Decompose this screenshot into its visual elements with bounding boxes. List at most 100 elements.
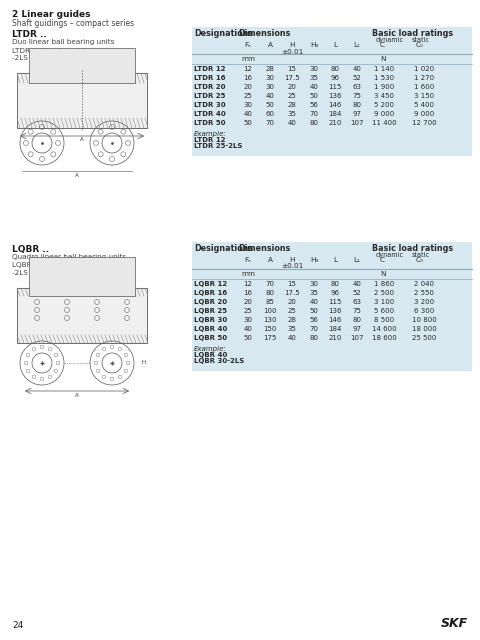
Text: LTDR 20: LTDR 20 <box>194 84 226 90</box>
Text: 20: 20 <box>288 299 297 305</box>
Text: 30: 30 <box>265 84 275 90</box>
Text: LTDR 40: LTDR 40 <box>194 111 226 117</box>
Text: -2LS with four seals: -2LS with four seals <box>12 55 83 61</box>
Text: mm: mm <box>241 271 255 277</box>
Text: static: static <box>412 252 430 258</box>
Text: LQBR 20: LQBR 20 <box>194 299 227 305</box>
Text: 25: 25 <box>244 93 252 99</box>
Text: 9 000: 9 000 <box>374 111 394 117</box>
Text: H₃: H₃ <box>310 42 318 48</box>
Text: LQBR (without seals): LQBR (without seals) <box>12 262 87 269</box>
Text: 2 040: 2 040 <box>414 281 434 287</box>
Text: 115: 115 <box>328 84 342 90</box>
Text: 40: 40 <box>265 93 275 99</box>
Text: 63: 63 <box>352 299 361 305</box>
Text: 150: 150 <box>264 326 276 332</box>
Text: LQBR 16: LQBR 16 <box>194 290 227 296</box>
Text: 3 150: 3 150 <box>414 93 434 99</box>
Text: 1 020: 1 020 <box>414 66 434 72</box>
Text: 80: 80 <box>331 281 339 287</box>
Text: A: A <box>267 257 273 263</box>
Text: 70: 70 <box>310 326 319 332</box>
Text: 97: 97 <box>352 326 361 332</box>
Text: LQBR 30-2LS: LQBR 30-2LS <box>194 358 244 365</box>
Text: 5 200: 5 200 <box>374 102 394 108</box>
Text: 1 860: 1 860 <box>374 281 394 287</box>
Text: 25: 25 <box>288 308 296 314</box>
Text: 1 270: 1 270 <box>414 75 434 81</box>
Text: static: static <box>412 37 430 43</box>
Text: 80: 80 <box>310 335 319 341</box>
Text: L₁: L₁ <box>354 42 360 48</box>
Text: 80: 80 <box>331 66 339 72</box>
Text: A: A <box>267 42 273 48</box>
Text: 40: 40 <box>288 335 297 341</box>
Text: 184: 184 <box>328 111 342 117</box>
Text: 1 600: 1 600 <box>414 84 434 90</box>
Text: 18 600: 18 600 <box>372 335 396 341</box>
Text: Duo linear ball bearing units: Duo linear ball bearing units <box>12 39 114 45</box>
Text: Dimensions: Dimensions <box>238 244 290 253</box>
Text: 30: 30 <box>243 102 252 108</box>
Text: 50: 50 <box>265 102 275 108</box>
Text: 115: 115 <box>328 299 342 305</box>
Text: Example:: Example: <box>194 131 227 137</box>
Text: 85: 85 <box>265 299 275 305</box>
Text: Fₑ: Fₑ <box>244 257 252 263</box>
Text: 2 550: 2 550 <box>414 290 434 296</box>
Text: 20: 20 <box>243 84 252 90</box>
Text: LTDR (without seals): LTDR (without seals) <box>12 47 85 54</box>
Text: LQBR 50: LQBR 50 <box>194 335 227 341</box>
Text: LTDR 50: LTDR 50 <box>194 120 226 126</box>
Text: C: C <box>380 42 384 48</box>
Text: 56: 56 <box>310 102 318 108</box>
Text: H
±0.01: H ±0.01 <box>281 257 303 269</box>
Text: 40: 40 <box>310 299 318 305</box>
Text: 30: 30 <box>310 281 319 287</box>
Text: 35: 35 <box>288 326 297 332</box>
Text: LTDR 12: LTDR 12 <box>194 137 226 143</box>
Text: 16: 16 <box>243 290 252 296</box>
Text: LTDR 30: LTDR 30 <box>194 102 226 108</box>
Text: LTDR ..: LTDR .. <box>12 30 47 39</box>
Text: 1 530: 1 530 <box>374 75 394 81</box>
Text: 11 400: 11 400 <box>372 120 396 126</box>
Text: 50: 50 <box>243 335 252 341</box>
Text: 35: 35 <box>288 111 297 117</box>
Text: 210: 210 <box>328 120 342 126</box>
Text: 28: 28 <box>288 317 297 323</box>
Text: dynamic: dynamic <box>376 252 404 258</box>
Text: 100: 100 <box>263 308 277 314</box>
Text: Basic load ratings: Basic load ratings <box>372 244 453 253</box>
Text: LQBR 40: LQBR 40 <box>194 326 228 332</box>
Text: 75: 75 <box>353 93 361 99</box>
Text: Basic load ratings: Basic load ratings <box>372 29 453 38</box>
Text: SKF: SKF <box>441 617 468 630</box>
Text: 18 000: 18 000 <box>412 326 436 332</box>
Text: LTDR 12: LTDR 12 <box>194 66 226 72</box>
Bar <box>192 242 472 371</box>
Text: 50: 50 <box>310 308 318 314</box>
Text: A: A <box>75 393 79 398</box>
Text: C₀: C₀ <box>416 42 424 48</box>
Text: 50: 50 <box>243 120 252 126</box>
Text: 5 400: 5 400 <box>414 102 434 108</box>
Text: 52: 52 <box>353 75 361 81</box>
Text: 35: 35 <box>310 75 318 81</box>
Text: LQBR 40: LQBR 40 <box>194 352 228 358</box>
Text: LTDR 25-2LS: LTDR 25-2LS <box>194 143 242 150</box>
Text: Example:: Example: <box>194 346 227 352</box>
Text: 3 200: 3 200 <box>414 299 434 305</box>
Text: 97: 97 <box>352 111 361 117</box>
Text: 184: 184 <box>328 326 342 332</box>
Text: LTDR 25: LTDR 25 <box>194 93 226 99</box>
Text: 60: 60 <box>265 111 275 117</box>
Text: 96: 96 <box>331 290 339 296</box>
Text: 30: 30 <box>310 66 319 72</box>
Text: 8 500: 8 500 <box>374 317 394 323</box>
Text: 136: 136 <box>328 308 342 314</box>
Text: 2 Linear guides: 2 Linear guides <box>12 10 91 19</box>
Bar <box>29 257 135 296</box>
Text: LTDR 16: LTDR 16 <box>194 75 226 81</box>
Bar <box>192 27 472 156</box>
